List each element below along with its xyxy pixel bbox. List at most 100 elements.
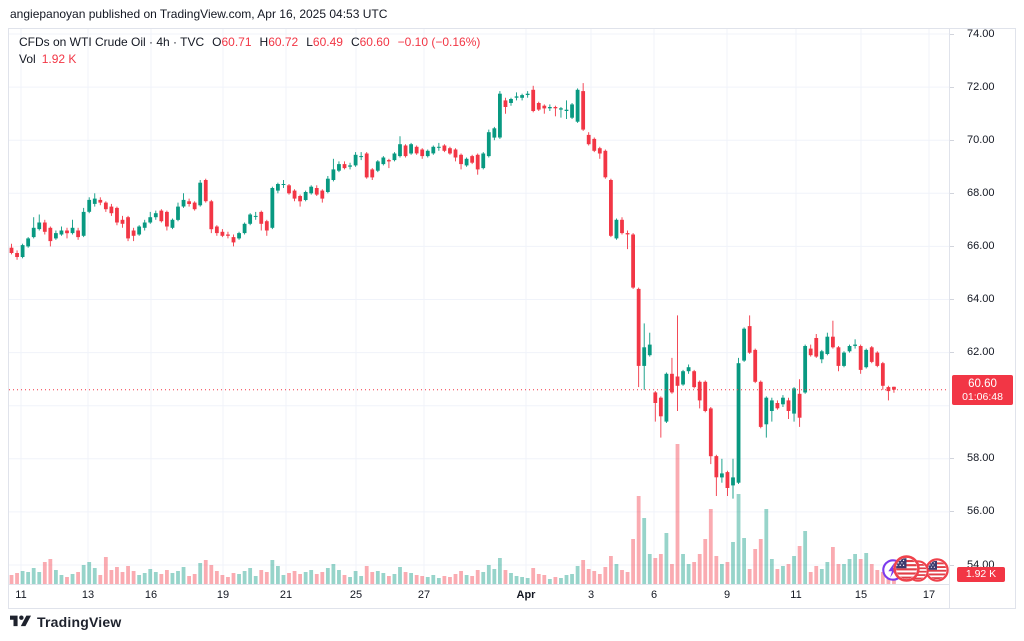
candle[interactable] [214, 225, 219, 236]
candle[interactable] [775, 400, 780, 410]
candle[interactable] [176, 202, 180, 222]
candle[interactable] [148, 211, 153, 224]
candle[interactable] [869, 346, 874, 364]
candle[interactable] [170, 218, 175, 230]
candle[interactable] [48, 226, 53, 247]
candle[interactable] [708, 407, 713, 465]
candle[interactable] [570, 103, 574, 119]
candle[interactable] [720, 458, 724, 483]
candle[interactable] [492, 126, 497, 141]
tradingview-footer[interactable]: TradingView [10, 613, 121, 630]
candle[interactable] [714, 454, 719, 496]
candle[interactable] [664, 372, 669, 424]
us-flag-event-icon[interactable] [925, 558, 949, 587]
candle[interactable] [814, 334, 819, 358]
candle[interactable] [348, 162, 352, 170]
candle[interactable] [192, 201, 197, 211]
candle[interactable] [658, 396, 663, 438]
candle[interactable] [792, 387, 796, 422]
candle[interactable] [853, 339, 857, 349]
candle[interactable] [120, 215, 125, 228]
candle[interactable] [231, 234, 236, 247]
candle[interactable] [453, 148, 458, 162]
candle[interactable] [259, 210, 264, 231]
candle[interactable] [187, 198, 191, 207]
candle[interactable] [764, 396, 769, 438]
candle[interactable] [803, 344, 808, 394]
us-flag-event-icon[interactable] [892, 554, 920, 587]
candle[interactable] [425, 149, 430, 158]
candle[interactable] [531, 85, 536, 113]
candle[interactable] [642, 323, 647, 390]
candle[interactable] [647, 332, 652, 357]
candle[interactable] [320, 189, 325, 203]
candle[interactable] [298, 194, 302, 207]
candle[interactable] [459, 153, 463, 170]
candle[interactable] [209, 199, 214, 234]
candle[interactable] [670, 357, 674, 394]
candle[interactable] [742, 327, 746, 362]
candle[interactable] [436, 142, 441, 151]
candle[interactable] [431, 145, 436, 155]
candle[interactable] [31, 217, 36, 239]
candle[interactable] [337, 161, 341, 173]
candle[interactable] [620, 217, 624, 235]
candle[interactable] [486, 129, 491, 158]
candle[interactable] [309, 185, 314, 195]
candle[interactable] [370, 168, 375, 180]
candle[interactable] [475, 153, 480, 175]
candle[interactable] [547, 104, 552, 111]
candle[interactable] [564, 100, 569, 119]
candle[interactable] [65, 227, 69, 239]
candle[interactable] [409, 142, 413, 155]
candle[interactable] [825, 332, 830, 356]
candle[interactable] [76, 227, 80, 240]
candle[interactable] [481, 152, 486, 170]
candle[interactable] [509, 97, 513, 106]
candle[interactable] [725, 470, 730, 496]
candle[interactable] [808, 344, 813, 357]
candle[interactable] [325, 176, 330, 194]
candle[interactable] [692, 369, 697, 389]
candle[interactable] [153, 210, 158, 220]
candle[interactable] [70, 219, 75, 235]
candle[interactable] [586, 132, 591, 146]
candle[interactable] [603, 149, 608, 179]
candle[interactable] [54, 230, 58, 240]
candle[interactable] [442, 144, 447, 153]
price-axis[interactable]: 74.00 72.00 70.00 68.00 66.00 64.00 62.00 58.00… [950, 28, 1015, 584]
candle[interactable] [625, 230, 630, 250]
candle[interactable] [858, 344, 863, 374]
candle[interactable] [287, 184, 291, 195]
candle[interactable] [226, 231, 230, 239]
candle[interactable] [276, 182, 280, 194]
candle[interactable] [403, 144, 408, 158]
candle[interactable] [842, 351, 846, 368]
candle[interactable] [736, 357, 741, 484]
candle[interactable] [203, 178, 208, 203]
candle[interactable] [559, 107, 563, 118]
candle[interactable] [675, 315, 680, 411]
candle[interactable] [880, 361, 885, 390]
candle[interactable] [92, 193, 97, 207]
candle[interactable] [292, 189, 297, 202]
candle[interactable] [836, 346, 841, 372]
candle[interactable] [115, 206, 119, 226]
candle[interactable] [392, 152, 397, 162]
candle[interactable] [342, 161, 347, 170]
candle[interactable] [353, 152, 358, 167]
price-chart[interactable] [9, 29, 949, 584]
candle[interactable] [514, 92, 519, 101]
candle[interactable] [797, 379, 802, 427]
candle[interactable] [886, 385, 891, 401]
candle[interactable] [681, 369, 685, 386]
candle[interactable] [264, 219, 269, 236]
candle[interactable] [697, 380, 702, 409]
candle[interactable] [875, 351, 880, 368]
candle[interactable] [747, 315, 752, 354]
candle[interactable] [109, 203, 114, 216]
candle[interactable] [381, 156, 386, 166]
candle[interactable] [375, 160, 380, 173]
candle[interactable] [98, 197, 103, 206]
candle[interactable] [819, 349, 824, 364]
